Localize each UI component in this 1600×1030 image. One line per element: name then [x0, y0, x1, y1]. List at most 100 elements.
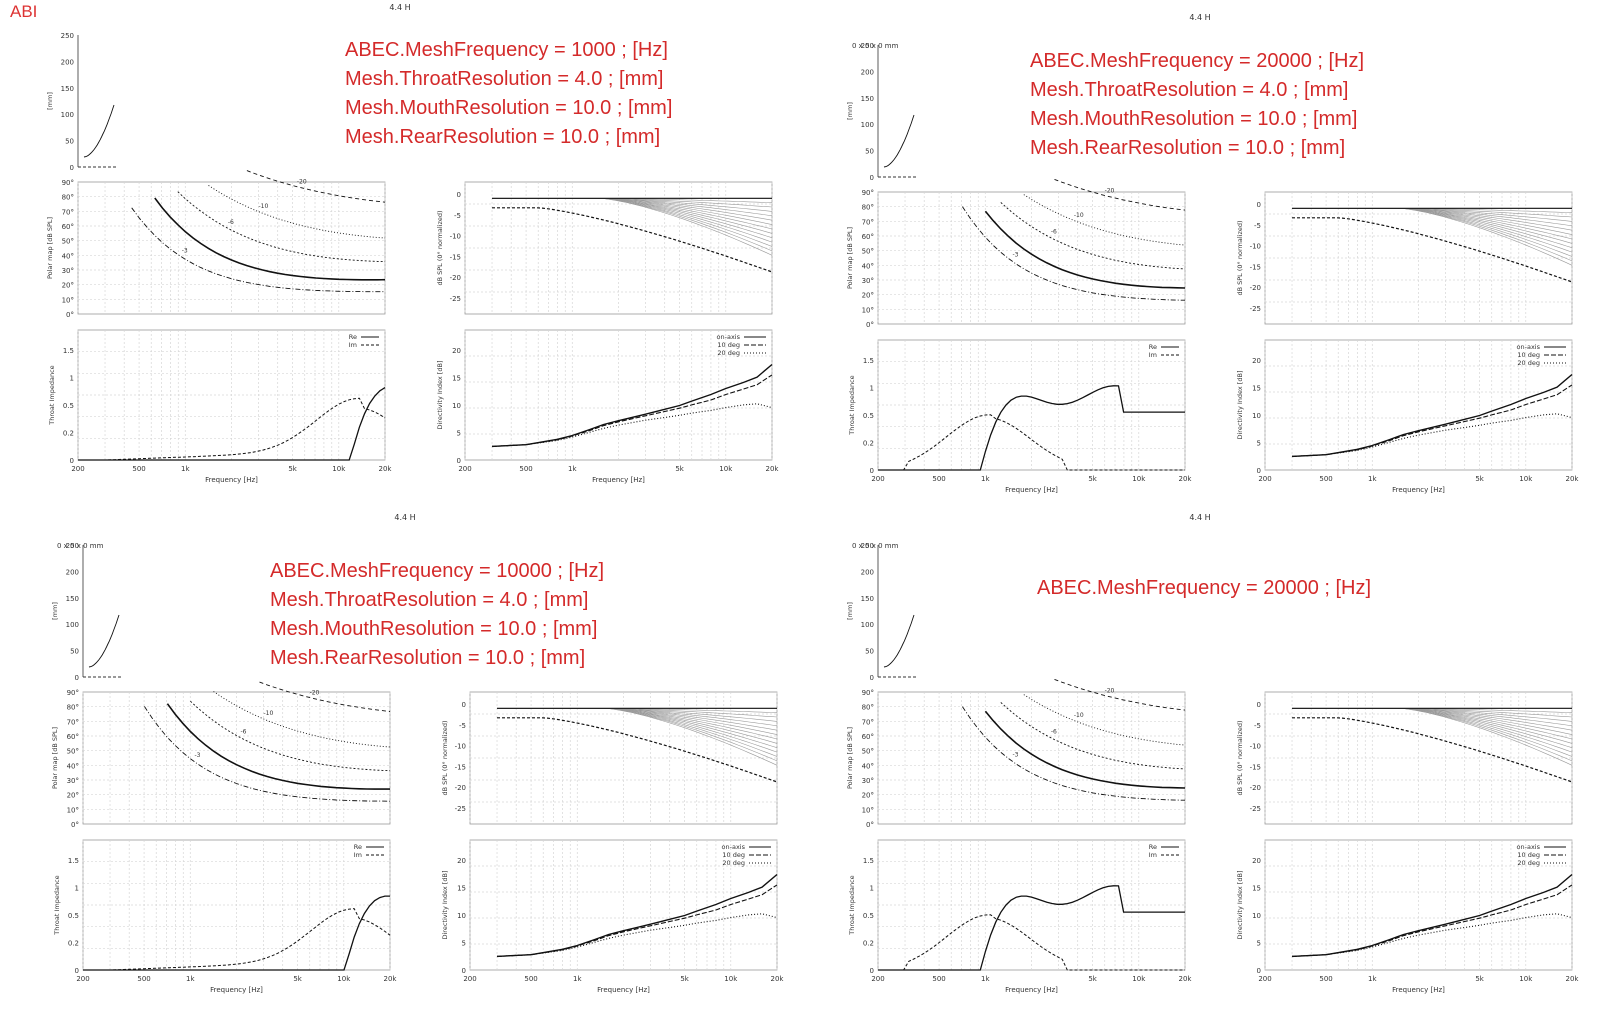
x-tick-label: 1k: [568, 465, 577, 473]
polar-y-tick: 90°: [62, 179, 74, 187]
legend-label: Im: [1149, 851, 1157, 859]
di-y-tick: 5: [457, 430, 461, 438]
legend-label: on-axis: [722, 843, 746, 851]
re-curve: [78, 387, 386, 461]
x-tick-label: 200: [76, 975, 89, 983]
profile-y-label: [mm]: [846, 102, 854, 120]
di-y-tick: 0: [1257, 967, 1261, 975]
polar-y-tick: 80°: [62, 194, 74, 202]
polar-y-label: Polar map [dB SPL]: [51, 727, 59, 789]
di-20-deg-curve: [1291, 913, 1573, 957]
legend-label: 20 deg: [722, 859, 745, 867]
im-curve: [78, 397, 386, 461]
legend-label: 20 deg: [1517, 859, 1540, 867]
profile-curve: [88, 614, 120, 668]
polar-y-label: Polar map [dB SPL]: [846, 727, 854, 789]
annotation-line: ABEC.MeshFrequency = 20000 ; [Hz]: [1030, 50, 1365, 72]
imp-y-tick: 0.5: [863, 412, 874, 420]
polar-y-tick: 90°: [862, 689, 874, 697]
x-tick-label: 200: [871, 475, 884, 483]
x-tick-label: 5k: [1088, 975, 1097, 983]
contour-line: [984, 210, 1186, 289]
imp-y-tick: 0.2: [863, 440, 874, 448]
norm-y-tick: -25: [1250, 305, 1261, 313]
imp-y-tick: 0: [70, 457, 74, 465]
contour-label: -3: [194, 752, 200, 759]
x-tick-label: 20k: [384, 975, 398, 983]
annotation-block-bottom-right: ABEC.MeshFrequency = 20000 ; [Hz]: [1037, 574, 1371, 603]
imp-y-tick: 1: [870, 885, 874, 893]
imp-y-tick: 0.2: [68, 940, 79, 948]
re-curve: [83, 895, 390, 971]
polar-y-tick: 60°: [862, 233, 874, 241]
contour-label: -20: [1105, 187, 1115, 194]
di-20-deg-curve: [496, 913, 778, 957]
polar-y-tick: 0°: [866, 821, 874, 829]
contour-line: [1000, 702, 1186, 770]
di-y-tick: 0: [457, 457, 461, 465]
contour-line: [1054, 678, 1186, 711]
legend-label: Re: [349, 333, 357, 341]
contour-label: -10: [259, 203, 269, 210]
annotation-line: ABEC.MeshFrequency = 1000 ; [Hz]: [345, 39, 668, 61]
norm-y-tick: -15: [450, 253, 461, 261]
norm-y-tick: -20: [455, 784, 466, 792]
legend-label: 20 deg: [717, 349, 740, 357]
di-y-tick: 15: [1252, 885, 1261, 893]
x-axis-label: Frequency [Hz]: [1005, 486, 1058, 494]
norm-y-tick: -5: [1254, 722, 1261, 730]
norm-y-label: dB SPL (0° normalized): [441, 720, 449, 795]
polar-y-tick: 20°: [62, 282, 74, 290]
profile-y-tick: 50: [70, 648, 79, 656]
imp-y-tick: 0.2: [863, 940, 874, 948]
norm-y-tick: -10: [455, 743, 466, 751]
di-20-deg-curve: [491, 403, 773, 447]
x-tick-label: 200: [463, 975, 476, 983]
annotation-line: ABEC.MeshFrequency = 20000 ; [Hz]: [1037, 577, 1372, 599]
legend-label: 10 deg: [722, 851, 745, 859]
x-tick-label: 10k: [724, 975, 738, 983]
profile-y-tick: 200: [66, 568, 79, 576]
contour-label: -3: [1012, 252, 1018, 259]
re-curve: [878, 385, 1185, 471]
x-tick-label: 500: [519, 465, 532, 473]
x-tick-label: 500: [132, 465, 145, 473]
contour-label: -6: [228, 219, 234, 226]
annotation-line: Mesh.ThroatResolution = 4.0 ; [mm]: [270, 589, 589, 611]
x-axis-label: Frequency [Hz]: [1005, 986, 1058, 994]
x-tick-label: 500: [137, 975, 150, 983]
panel-subtitle: 0 x 0 x 0 mm: [57, 542, 104, 550]
imp-y-label: Throat Impedance: [848, 375, 856, 435]
polar-y-label: Polar map [dB SPL]: [846, 227, 854, 289]
polar-y-tick: 10°: [862, 806, 874, 814]
di-y-tick: 5: [462, 940, 466, 948]
imp-y-tick: 1.5: [863, 357, 874, 365]
x-tick-label: 10k: [1519, 475, 1533, 483]
polar-y-tick: 70°: [62, 208, 74, 216]
panel-title: 4.4 H: [1189, 513, 1210, 522]
polar-y-tick: 10°: [67, 806, 79, 814]
profile-y-label: [mm]: [846, 602, 854, 620]
legend-label: 10 deg: [1517, 851, 1540, 859]
annotation-block-top-left: ABEC.MeshFrequency = 1000 ; [Hz] Mesh.Th…: [345, 36, 672, 152]
imp-y-tick: 0: [870, 967, 874, 975]
imp-y-label: Throat Impedance: [53, 875, 61, 935]
di-y-label: Directivity Index [dB]: [1236, 871, 1244, 940]
di-10-deg-curve: [1291, 384, 1573, 457]
x-tick-label: 5k: [288, 465, 297, 473]
polar-y-tick: 50°: [67, 748, 79, 756]
contour-line: [154, 197, 386, 281]
norm-y-label: dB SPL (0° normalized): [1236, 220, 1244, 295]
quadrant-bottom-left-charts: 4.4 H0 x 0 x 0 mm250200150100500[mm]90°8…: [51, 513, 784, 994]
imp-y-tick: 0: [75, 967, 79, 975]
norm-y-label: dB SPL (0° normalized): [436, 210, 444, 285]
x-tick-label: 1k: [573, 975, 582, 983]
profile-y-tick: 200: [61, 58, 74, 66]
polar-y-tick: 80°: [862, 204, 874, 212]
profile-y-tick: 150: [861, 595, 874, 603]
panel-subtitle: 0 x 0 x 0 mm: [852, 42, 899, 50]
legend-label: 10 deg: [1517, 351, 1540, 359]
x-tick-label: 5k: [1088, 475, 1097, 483]
